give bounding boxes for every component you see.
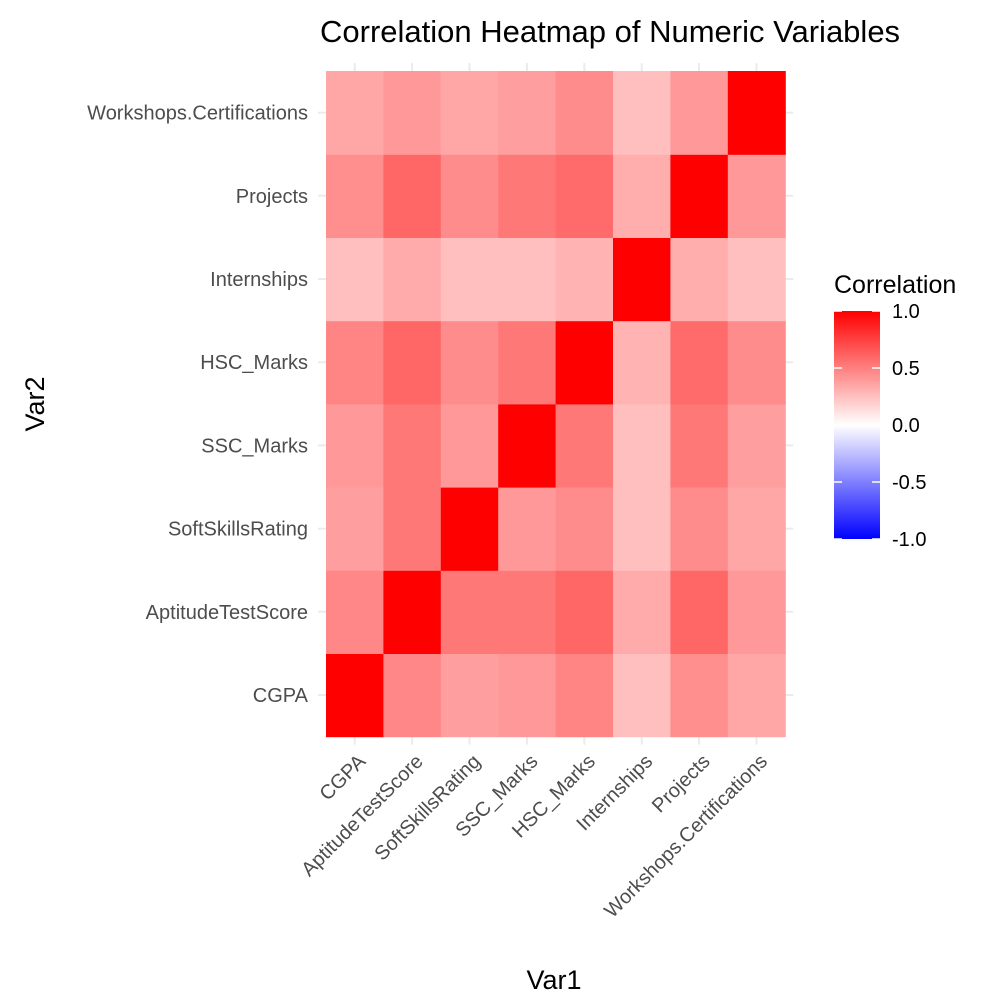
heatmap-cell — [670, 487, 729, 571]
heatmap-cell — [440, 403, 499, 488]
heatmap-cell — [383, 487, 442, 571]
heatmap-cell — [383, 154, 442, 238]
heatmap-cell — [555, 237, 614, 322]
heatmap-cell — [727, 154, 786, 238]
heatmap-cell — [326, 487, 384, 571]
heatmap-cell — [326, 403, 384, 488]
y-axis-ticks: CGPA AptitudeTestScore SoftSkillsRating SSC… — [87, 103, 308, 707]
heatmap-cell — [383, 320, 442, 405]
heatmap-cell — [498, 570, 557, 654]
heatmap-cell — [613, 237, 671, 322]
y-tick-label: Internships — [210, 269, 308, 291]
heatmap-cell — [727, 653, 786, 738]
heatmap-cell — [440, 154, 499, 238]
x-axis-ticks: CGPAAptitudeTestScoreSoftSkillsRatingSSC… — [297, 750, 772, 922]
heatmap-cell — [440, 320, 499, 405]
heatmap-cell — [555, 570, 614, 654]
heatmap-cell — [383, 71, 442, 155]
heatmap-cell — [727, 570, 786, 654]
heatmap-cell — [613, 154, 671, 238]
heatmap-cell — [383, 570, 442, 654]
heatmap-cell — [498, 71, 557, 155]
heatmap-cell — [440, 653, 499, 738]
heatmap-cell — [613, 320, 671, 405]
legend-tick-label: 1.0 — [892, 301, 920, 323]
heatmap-cell — [727, 237, 786, 322]
heatmap-cell — [498, 154, 557, 238]
heatmap-cell — [613, 71, 671, 155]
heatmap-cell — [498, 320, 557, 405]
x-tick-label: SoftSkillsRating — [370, 751, 485, 866]
heatmap-cell — [555, 154, 614, 238]
heatmap-cell — [326, 237, 384, 322]
heatmap-cell — [670, 653, 729, 738]
y-axis-label: Var2 — [20, 376, 50, 431]
heatmap-cell — [498, 403, 557, 488]
heatmap-cell — [498, 487, 557, 571]
heatmap-cell — [440, 487, 499, 571]
heatmap-cell — [670, 320, 729, 405]
y-tick-label: SoftSkillsRating — [168, 519, 308, 541]
heatmap-cell — [383, 403, 442, 488]
heatmap-cells — [326, 71, 786, 738]
heatmap-cell — [440, 570, 499, 654]
y-tick-label: SSC_Marks — [201, 435, 308, 457]
chart-title: Correlation Heatmap of Numeric Variables — [320, 14, 900, 49]
heatmap-cell — [498, 653, 557, 738]
heatmap-cell — [326, 71, 384, 155]
heatmap-cell — [383, 653, 442, 738]
x-tick-label: CGPA — [316, 750, 371, 805]
heatmap-cell — [670, 403, 729, 488]
legend-tick-label: 0.5 — [892, 358, 920, 380]
y-tick-label: HSC_Marks — [200, 352, 308, 374]
heatmap-cell — [670, 154, 729, 238]
heatmap-cell — [326, 154, 384, 238]
color-legend: Correlation 1.0 0.5 0.0 -0.5 -1.0 — [834, 271, 956, 551]
legend-tick-label: -0.5 — [892, 472, 926, 494]
heatmap-cell — [670, 237, 729, 322]
heatmap-cell — [613, 487, 671, 571]
y-tick-label: AptitudeTestScore — [146, 602, 308, 624]
heatmap-cell — [440, 237, 499, 322]
heatmap-cell — [326, 320, 384, 405]
heatmap-cell — [727, 320, 786, 405]
legend-ticks: 1.0 0.5 0.0 -0.5 -1.0 — [834, 301, 926, 551]
heatmap-cell — [326, 570, 384, 654]
heatmap-cell — [727, 487, 786, 571]
heatmap-cell — [555, 403, 614, 488]
legend-title: Correlation — [834, 271, 956, 299]
heatmap-cell — [555, 320, 614, 405]
heatmap-cell — [555, 71, 614, 155]
y-tick-label: Projects — [236, 186, 308, 208]
x-axis-label: Var1 — [526, 965, 581, 995]
heatmap-cell — [613, 570, 671, 654]
heatmap-cell — [613, 403, 671, 488]
y-tick-label: Workshops.Certifications — [87, 103, 308, 125]
heatmap-cell — [498, 237, 557, 322]
legend-tick-label: 0.0 — [892, 415, 920, 437]
heatmap-cell — [440, 71, 499, 155]
heatmap-cell — [670, 570, 729, 654]
heatmap-cell — [326, 653, 384, 738]
heatmap-cell — [383, 237, 442, 322]
legend-tick-label: -1.0 — [892, 529, 926, 551]
heatmap-cell — [670, 71, 729, 155]
heatmap-cell — [555, 487, 614, 571]
heatmap-cell — [727, 403, 786, 488]
heatmap-cell — [613, 653, 671, 738]
heatmap-cell — [727, 71, 786, 155]
heatmap-cell — [555, 653, 614, 738]
y-tick-label: CGPA — [253, 685, 309, 707]
